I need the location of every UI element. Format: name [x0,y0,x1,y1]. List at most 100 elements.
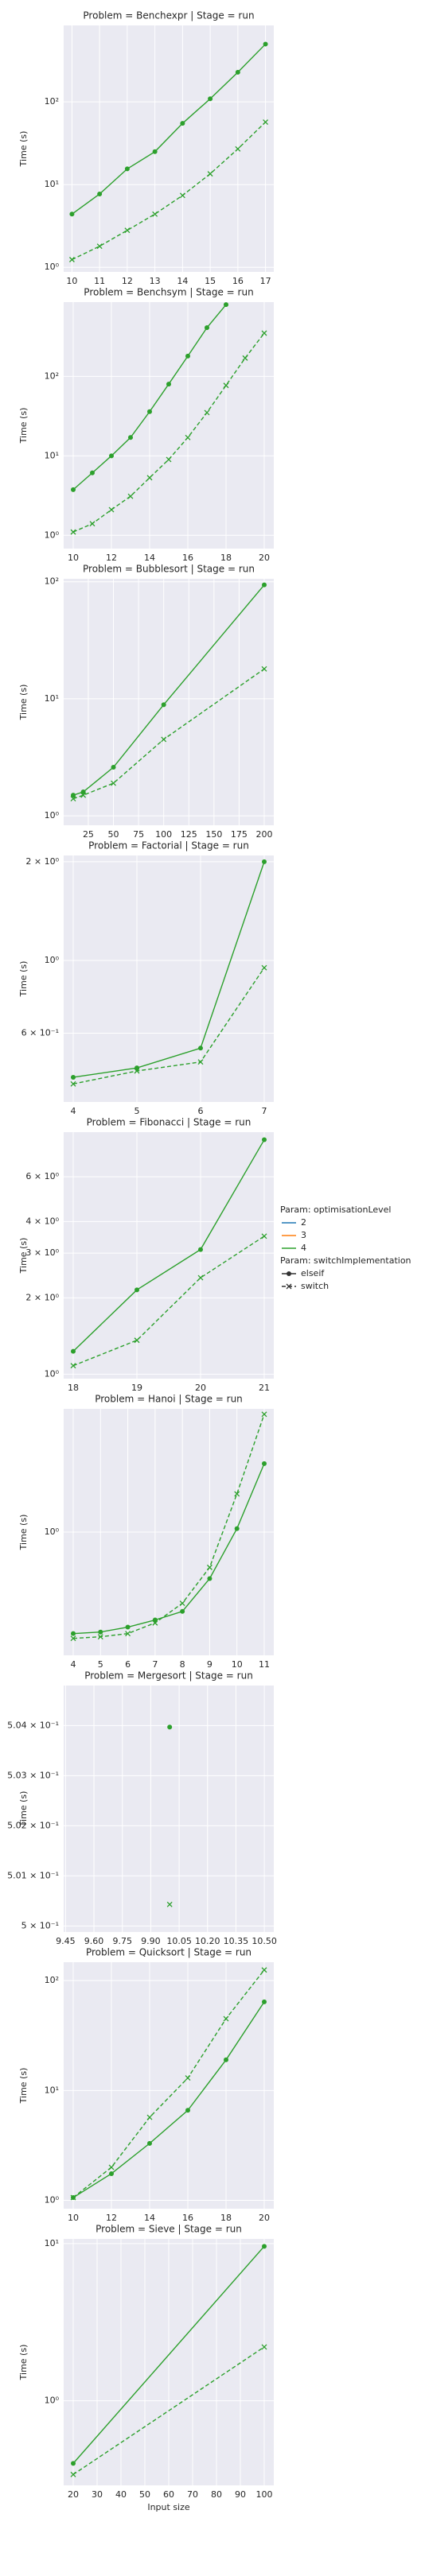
chart-title: Problem = Factorial | Stage = run [88,840,249,852]
marker-x [146,475,153,481]
marker-x [70,1363,76,1369]
marker-dot [185,2108,190,2113]
x-tick-label: 70 [187,2489,198,2500]
x-tick-label: 10.20 [195,1936,220,1946]
marker-x [70,1635,76,1642]
x-tick-label: 60 [163,2489,174,2500]
marker-dot [128,435,133,440]
marker-dot [262,582,267,588]
marker-dot [111,765,116,770]
y-tick-label: 4 × 10⁰ [25,1216,59,1226]
marker-dot [90,470,95,475]
y-tick-label: 6 × 10⁰ [25,1171,59,1181]
y-tick-label: 10¹ [45,2238,59,2248]
marker-dot [167,1724,173,1730]
marker-dot [147,409,152,414]
marker-x [261,1411,267,1418]
marker-x [197,1059,204,1065]
marker-dot [161,702,166,708]
y-tick-label: 10¹ [45,179,59,189]
x-tick-label: 20 [195,1383,206,1393]
x-tick-label: 10.05 [166,1936,192,1946]
y-tick-label: 2 × 10⁰ [25,1292,59,1302]
marker-x [152,1620,158,1626]
x-tick-label: 16 [232,276,244,286]
marker-x [223,382,229,389]
x-tick-label: 10.35 [224,1936,249,1946]
series-line [72,2245,265,2464]
marker-dot [71,1074,76,1080]
x-tick-label: 10 [68,553,79,563]
marker-dot [180,121,185,126]
x-tick-label: 12 [122,276,133,286]
marker-dot [262,1461,267,1466]
y-tick-label: 10⁰ [45,262,60,272]
y-axis-label: Time (s) [18,131,29,168]
x-tick-label: 9.75 [112,1936,132,1946]
x-tick-label: 9.45 [56,1936,76,1946]
marker-x [261,2344,267,2350]
series-line [72,122,267,261]
x-tick-label: 5 [98,1659,103,1670]
marker-dot [207,1576,212,1581]
plot-area [64,579,274,825]
marker-dot [80,789,86,795]
x-axis-label: Input size [147,2502,190,2512]
x-tick-label: 11 [259,1659,270,1670]
marker-x [263,119,269,126]
x-tick-label: 25 [83,829,94,840]
y-tick-label: 5.03 × 10⁻¹ [7,1770,59,1780]
plot-area [64,25,274,272]
legend-label: 4 [301,1243,306,1253]
x-tick-label: 11 [94,276,105,286]
y-tick-label: 5.04 × 10⁻¹ [7,1720,59,1730]
marker-x [179,1600,185,1607]
y-tick-label: 10⁰ [45,2396,60,2406]
y-tick-label: 10⁰ [45,1527,60,1537]
x-tick-label: 16 [182,553,193,563]
marker-x [124,227,131,234]
y-tick-label: 10⁰ [45,810,60,821]
marker-dot [71,1348,76,1354]
x-tick-label: 10 [68,2213,79,2223]
marker-dot [71,487,76,492]
y-tick-label: 5 × 10⁻¹ [21,1920,59,1930]
marker-x [286,1283,292,1290]
marker-x [206,1564,212,1570]
chart-title: Problem = Benchsym | Stage = run [84,287,253,298]
x-tick-label: 50 [139,2489,150,2500]
marker-dot [71,1631,76,1636]
x-tick-label: 7 [152,1659,158,1670]
marker-x [134,1337,140,1344]
x-tick-label: 40 [115,2489,127,2500]
marker-x [197,1274,204,1281]
x-tick-label: 14 [144,553,155,563]
marker-x [166,1901,173,1907]
legend-label: switch [301,1281,329,1291]
series-line [72,332,265,533]
x-tick-label: 200 [256,829,273,840]
marker-dot [98,1629,103,1635]
legend-label: 2 [301,1217,306,1228]
marker-dot [109,2171,114,2176]
x-tick-label: 9.90 [141,1936,161,1946]
marker-x [134,1068,140,1074]
x-tick-label: 18 [220,553,232,563]
y-axis-label: Time (s) [18,2068,29,2105]
marker-x [261,665,267,672]
y-tick-label: 10² [45,96,59,107]
marker-dot [224,2057,228,2062]
plot-area [64,855,274,1102]
series-line [72,1139,265,1352]
marker-dot [198,1247,203,1252]
marker-dot [262,2244,267,2249]
x-tick-label: 9.60 [84,1936,104,1946]
marker-dot [208,96,213,102]
marker-dot [69,211,75,217]
marker-x [70,1080,76,1087]
series-line [72,1236,265,1367]
marker-dot [147,2140,152,2146]
y-tick-label: 10² [45,576,59,587]
x-tick-label: 75 [133,829,144,840]
